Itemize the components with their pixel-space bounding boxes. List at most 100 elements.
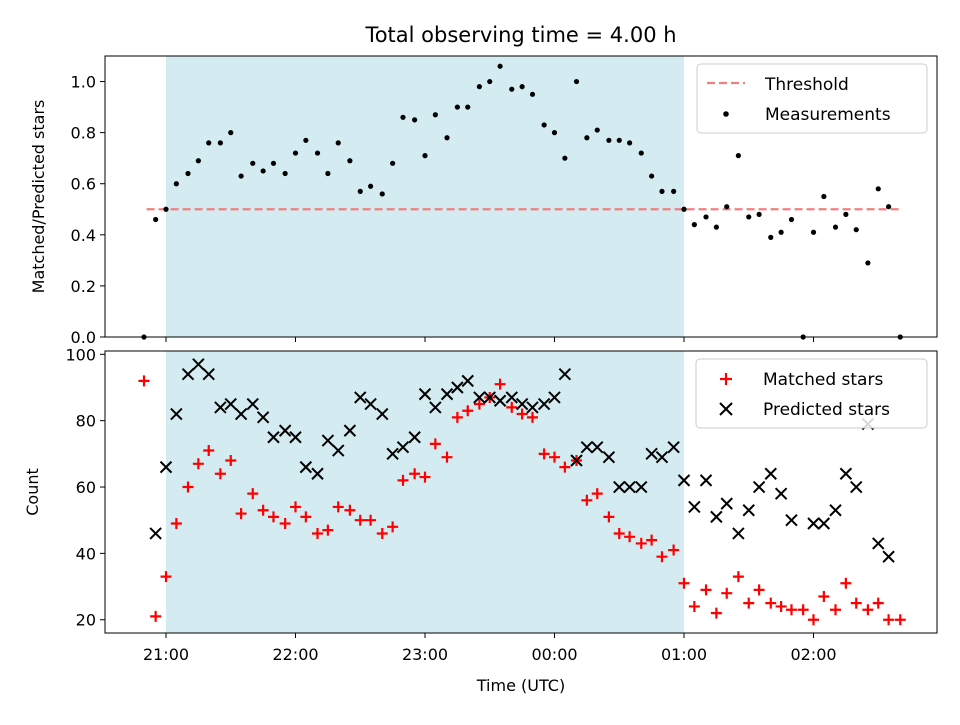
predicted-star-point bbox=[558, 368, 572, 381]
measurement-point bbox=[541, 122, 547, 128]
measurement-point bbox=[832, 224, 839, 230]
predicted-star-point bbox=[613, 480, 626, 494]
matched-star-point bbox=[300, 511, 312, 523]
predicted-star-point bbox=[224, 397, 237, 411]
measurement-point bbox=[627, 140, 633, 146]
matched-star-point bbox=[473, 398, 485, 410]
matched-star-point bbox=[409, 468, 421, 480]
matched-star-point bbox=[170, 518, 182, 530]
x-tick-label: 02:00 bbox=[790, 645, 836, 664]
predicted-star-point bbox=[570, 454, 583, 467]
measurement-point bbox=[238, 173, 244, 179]
y-tick-label: 0.2 bbox=[71, 277, 96, 296]
predicted-star-point bbox=[742, 504, 755, 517]
predicted-star-point bbox=[289, 431, 302, 444]
measurement-point bbox=[788, 216, 795, 223]
measurement-point bbox=[206, 140, 212, 146]
matched-star-point bbox=[397, 474, 409, 486]
matched-star-point bbox=[322, 524, 334, 536]
predicted-star-point bbox=[311, 467, 324, 480]
matched-star-point bbox=[797, 604, 809, 616]
measurement-point bbox=[616, 137, 622, 143]
matched-star-point bbox=[182, 481, 194, 493]
matched-star-point bbox=[376, 527, 388, 539]
measurement-point bbox=[314, 150, 321, 156]
measurement-point bbox=[282, 170, 288, 177]
measurement-point bbox=[821, 193, 827, 200]
ratio-y-axis-label: Matched/Predicted stars bbox=[29, 100, 48, 294]
predicted-star-point bbox=[473, 391, 486, 404]
measurement-point bbox=[529, 91, 536, 97]
measurement-point bbox=[551, 130, 558, 136]
ratio-panel: 0.0 0.2 0.4 0.6 0.8 1.0 Matched/Predicted sta… bbox=[29, 55, 938, 347]
matched-star-point bbox=[883, 614, 895, 626]
matched-star-point bbox=[862, 604, 874, 616]
measurement-point bbox=[768, 234, 774, 240]
matched-star-point bbox=[257, 504, 269, 516]
measurement-point bbox=[270, 160, 277, 166]
matched-star-point bbox=[538, 448, 550, 460]
matched-star-point bbox=[451, 411, 463, 423]
predicted-star-point bbox=[537, 397, 551, 411]
predicted-star-point bbox=[354, 391, 367, 404]
legend-measurements-label: Measurements bbox=[765, 105, 891, 125]
measurement-point bbox=[185, 170, 191, 177]
matched-star-point bbox=[365, 514, 377, 526]
matched-star-point bbox=[688, 600, 700, 612]
measurement-point bbox=[865, 260, 871, 266]
matched-star-point bbox=[732, 571, 744, 583]
measurement-point bbox=[476, 84, 482, 90]
ratio-plot-frame bbox=[104, 55, 938, 338]
legend-matched-swatch bbox=[720, 373, 732, 385]
predicted-star-point bbox=[817, 517, 831, 530]
predicted-star-point bbox=[526, 401, 539, 414]
measurement-point bbox=[853, 227, 859, 233]
matched-star-point bbox=[624, 531, 636, 543]
measurement-point bbox=[368, 183, 374, 189]
matched-star-point bbox=[516, 408, 528, 420]
matched-star-point bbox=[581, 494, 593, 506]
matched-star-point bbox=[710, 607, 722, 619]
matched-star-point bbox=[721, 587, 733, 599]
matched-star-point bbox=[462, 405, 474, 417]
count-plot-frame bbox=[104, 350, 938, 634]
matched-star-point bbox=[247, 488, 259, 500]
legend-threshold-label: Threshold bbox=[764, 75, 849, 95]
matched-star-point bbox=[872, 597, 884, 609]
predicted-star-point bbox=[752, 480, 766, 494]
matched-star-point bbox=[646, 534, 658, 546]
measurement-point bbox=[195, 158, 201, 164]
legend-matched-label: Matched stars bbox=[763, 370, 883, 390]
predicted-star-point bbox=[720, 497, 733, 510]
measurement-point bbox=[432, 112, 438, 118]
predicted-star-point bbox=[850, 480, 863, 494]
predicted-star-point bbox=[376, 407, 389, 421]
measurement-point bbox=[163, 206, 169, 212]
matched-star-point bbox=[192, 458, 204, 470]
matched-star-point bbox=[332, 501, 344, 513]
matched-star-point bbox=[765, 597, 777, 609]
measurement-point bbox=[594, 127, 600, 133]
measurement-point bbox=[810, 229, 817, 235]
predicted-star-point bbox=[343, 424, 357, 437]
predicted-star-point bbox=[418, 387, 432, 401]
chart-title: Total observing time = 4.00 h bbox=[364, 23, 676, 47]
matched-star-point bbox=[656, 551, 668, 563]
predicted-star-point bbox=[256, 411, 270, 424]
matched-star-point bbox=[808, 614, 819, 626]
measurement-point bbox=[465, 104, 471, 110]
predicted-star-point bbox=[396, 441, 410, 454]
matched-star-point bbox=[312, 527, 324, 539]
predicted-star-point bbox=[461, 374, 474, 388]
x-tick-label: 01:00 bbox=[661, 645, 707, 664]
measurement-point bbox=[422, 153, 428, 159]
predicted-star-point bbox=[764, 467, 777, 480]
x-tick-label: 23:00 bbox=[402, 645, 448, 664]
predicted-star-point bbox=[192, 358, 205, 371]
predicted-star-point bbox=[699, 474, 713, 487]
matched-star-point bbox=[840, 577, 852, 589]
y-tick-label: 40 bbox=[76, 544, 96, 563]
y-tick-label: 0.4 bbox=[71, 226, 96, 245]
measurement-point bbox=[357, 188, 363, 194]
